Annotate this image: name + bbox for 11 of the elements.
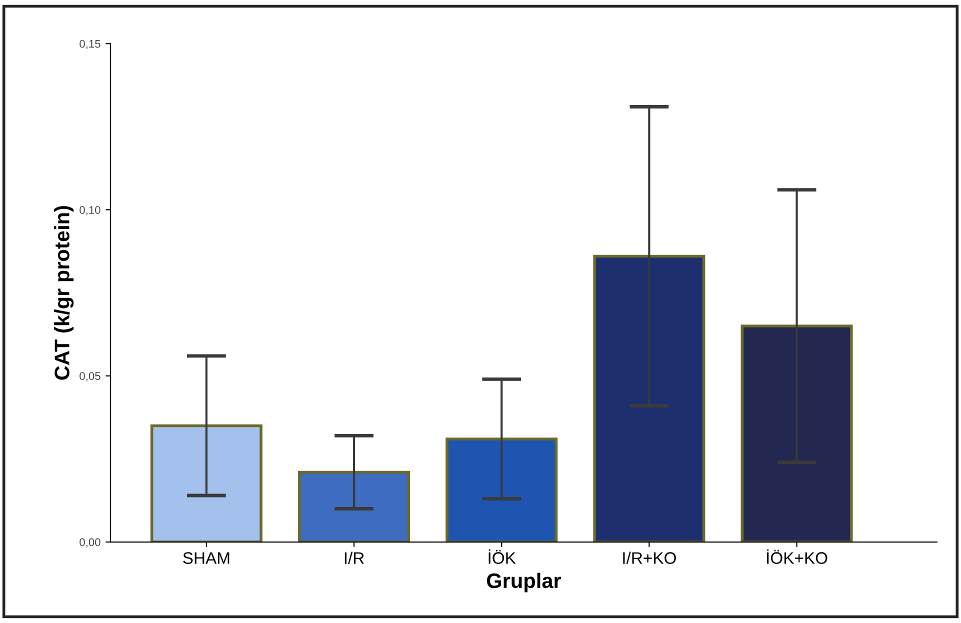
x-tick-label: İÖK+KO: [767, 549, 828, 564]
y-axis-title: CAT (k/gr protein): [54, 206, 74, 380]
x-tick-label: SHAM: [183, 552, 230, 564]
y-tick-label: 0,15: [80, 40, 100, 50]
y-tick-label: 0,10: [80, 206, 100, 216]
x-tick-label: İÖK: [488, 549, 516, 564]
x-tick-label: I/R+KO: [623, 552, 676, 564]
y-tick-label: 0,05: [80, 372, 100, 382]
x-axis-title: Gruplar: [486, 572, 562, 592]
x-tick-label: I/R: [344, 552, 364, 564]
y-tick-label: 0,00: [80, 538, 100, 548]
